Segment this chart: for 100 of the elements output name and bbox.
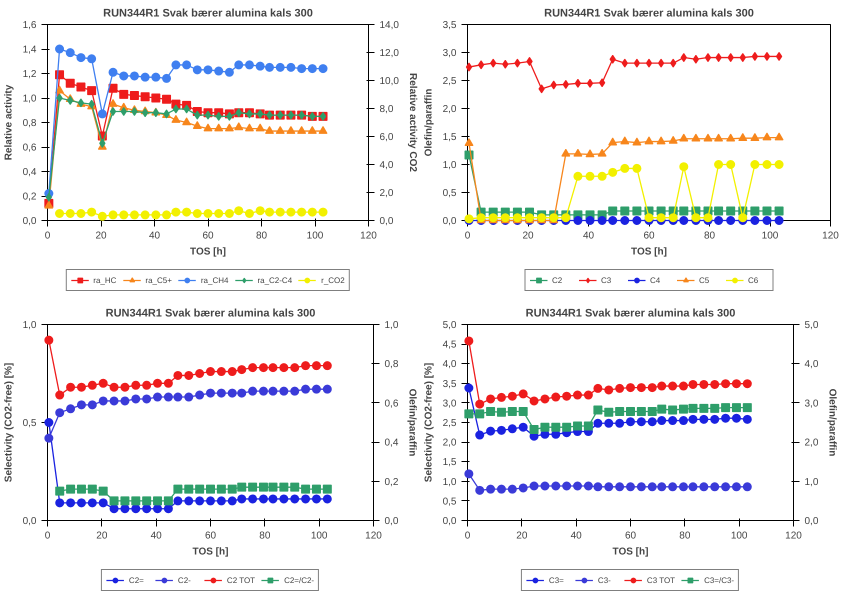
y-tick-label: 1,2 bbox=[22, 69, 37, 80]
x-axis-title: TOS [h] bbox=[612, 546, 648, 558]
x-tick-label: 80 bbox=[256, 230, 268, 242]
y2-tick-label: 1,0 bbox=[384, 320, 399, 331]
y2-tick-label: 0,4 bbox=[384, 438, 399, 449]
y2-tick-label: 1,0 bbox=[804, 476, 819, 488]
chart-title: RUN344R1 Svak bærer alumina kals 300 bbox=[526, 308, 736, 320]
y2-tick-label: 10,0 bbox=[380, 76, 400, 87]
x-tick-label: 40 bbox=[582, 230, 594, 242]
y-tick-label: 2,5 bbox=[442, 76, 457, 87]
y2-tick-label: 0,8 bbox=[384, 359, 399, 370]
legend-label: C3 TOT bbox=[646, 574, 676, 586]
y-axis-title: Relative activity bbox=[4, 84, 15, 160]
x-tick-label: 80 bbox=[259, 530, 271, 542]
x-tick-label: 120 bbox=[822, 230, 840, 242]
y-tick-label: 1,0 bbox=[22, 320, 37, 331]
y-tick-label: 2,0 bbox=[442, 104, 457, 115]
x-tick-label: 20 bbox=[522, 230, 534, 242]
x-tick-label: 60 bbox=[624, 530, 636, 542]
y-tick-label: 3,5 bbox=[442, 20, 457, 31]
y-tick-label: 3,5 bbox=[442, 378, 457, 390]
x-tick-label: 60 bbox=[204, 530, 216, 542]
y2-tick-label: 0,2 bbox=[384, 476, 399, 488]
x-tick-label: 0 bbox=[44, 230, 51, 242]
y-tick-label: 0,0 bbox=[442, 216, 457, 227]
legend-label: C3 bbox=[601, 274, 612, 286]
legend-label: ra_C2-C4 bbox=[257, 274, 292, 286]
x-tick-label: 100 bbox=[306, 230, 324, 242]
y-tick-label: 1,5 bbox=[442, 457, 457, 468]
x-tick-label: 20 bbox=[95, 230, 107, 242]
x-tick-label: 120 bbox=[360, 230, 378, 242]
x-tick-label: 20 bbox=[516, 530, 528, 542]
y-tick-label: 0,0 bbox=[22, 516, 37, 527]
x-tick-label: 100 bbox=[762, 230, 779, 242]
y2-tick-label: 12,0 bbox=[380, 48, 400, 59]
legend-label: C6 bbox=[748, 274, 760, 286]
legend-label: C2- bbox=[178, 574, 192, 586]
y2-tick-label: 6,0 bbox=[380, 132, 394, 143]
y2-tick-label: 2,0 bbox=[804, 438, 819, 449]
legend-label: C3- bbox=[598, 574, 612, 586]
x-tick-label: 120 bbox=[785, 530, 802, 542]
y-tick-label: 0,0 bbox=[22, 216, 37, 227]
legend-label: C2= bbox=[128, 574, 145, 586]
y2-tick-label: 3,0 bbox=[804, 398, 819, 410]
y2-axis-title: Olefin/paraffin bbox=[406, 388, 418, 456]
x-tick-label: 80 bbox=[679, 530, 691, 542]
y2-axis-title: Olefin/paraffin bbox=[826, 388, 838, 456]
y-tick-label: 3,0 bbox=[442, 48, 457, 59]
y-tick-label: 5,0 bbox=[442, 320, 457, 331]
x-axis-title: TOS [h] bbox=[631, 246, 667, 258]
x-tick-label: 20 bbox=[96, 530, 108, 542]
legend-label: C5 bbox=[699, 274, 710, 286]
legend-label: C3= bbox=[548, 574, 565, 586]
y-tick-label: 4,0 bbox=[442, 359, 457, 370]
y-tick-label: 0,4 bbox=[22, 167, 37, 178]
y-axis-title: Selectivity (CO2-free) [%] bbox=[424, 362, 435, 482]
legend-label: ra_C5+ bbox=[145, 274, 172, 286]
y-axis-title: Olefin/paraffin bbox=[424, 88, 435, 156]
y2-axis-title: Relative activity CO2 bbox=[406, 73, 418, 172]
x-axis-title: TOS [h] bbox=[192, 546, 228, 558]
y-tick-label: 0,2 bbox=[22, 192, 37, 202]
y-tick-label: 0,5 bbox=[442, 496, 457, 508]
y2-tick-label: 4,0 bbox=[804, 359, 819, 370]
x-tick-label: 40 bbox=[148, 230, 160, 242]
y2-tick-label: 5,0 bbox=[804, 320, 819, 331]
x-tick-label: 0 bbox=[44, 530, 51, 542]
x-tick-label: 100 bbox=[730, 530, 748, 542]
y2-tick-label: 0,6 bbox=[384, 398, 399, 410]
y-axis-title: Selectivity (CO2-free) [%] bbox=[4, 362, 15, 482]
y2-tick-label: 0,0 bbox=[804, 516, 819, 527]
y-tick-label: 2,0 bbox=[442, 438, 457, 449]
x-tick-label: 40 bbox=[150, 530, 162, 542]
x-tick-label: 60 bbox=[643, 230, 655, 242]
legend-label: C3=/C3- bbox=[704, 574, 734, 586]
y-tick-label: 1,4 bbox=[22, 44, 37, 56]
y-tick-label: 3,0 bbox=[442, 398, 457, 410]
y-tick-label: 0,5 bbox=[442, 188, 457, 199]
x-tick-label: 80 bbox=[704, 230, 716, 242]
legend-label: C2 TOT bbox=[226, 574, 256, 586]
x-tick-label: 120 bbox=[365, 530, 382, 542]
y-tick-label: 1,0 bbox=[442, 160, 457, 171]
y-tick-label: 4,5 bbox=[442, 340, 457, 351]
y2-tick-label: 8,0 bbox=[380, 104, 394, 115]
x-tick-label: 60 bbox=[202, 230, 214, 242]
y-tick-label: 1,0 bbox=[22, 94, 37, 104]
legend-label: ra_CH4 bbox=[200, 274, 228, 286]
chart-title: RUN344R1 Svak bærer alumina kals 300 bbox=[544, 8, 754, 20]
legend-label: ra_HC bbox=[93, 274, 116, 286]
chart-title: RUN344R1 Svak bærer alumina kals 300 bbox=[106, 308, 316, 320]
legend-label: C2 bbox=[552, 274, 564, 286]
x-axis-title: TOS [h] bbox=[190, 246, 226, 258]
y-tick-label: 1,5 bbox=[442, 132, 457, 143]
x-tick-label: 0 bbox=[464, 530, 471, 542]
x-tick-label: 40 bbox=[570, 530, 582, 542]
y2-tick-label: 14,0 bbox=[380, 20, 400, 31]
x-tick-label: 100 bbox=[310, 530, 328, 542]
y-tick-label: 0,6 bbox=[22, 142, 37, 154]
y-tick-label: 0,0 bbox=[442, 516, 457, 527]
y-tick-label: 0,8 bbox=[22, 118, 37, 129]
y-tick-label: 1,6 bbox=[22, 20, 37, 31]
